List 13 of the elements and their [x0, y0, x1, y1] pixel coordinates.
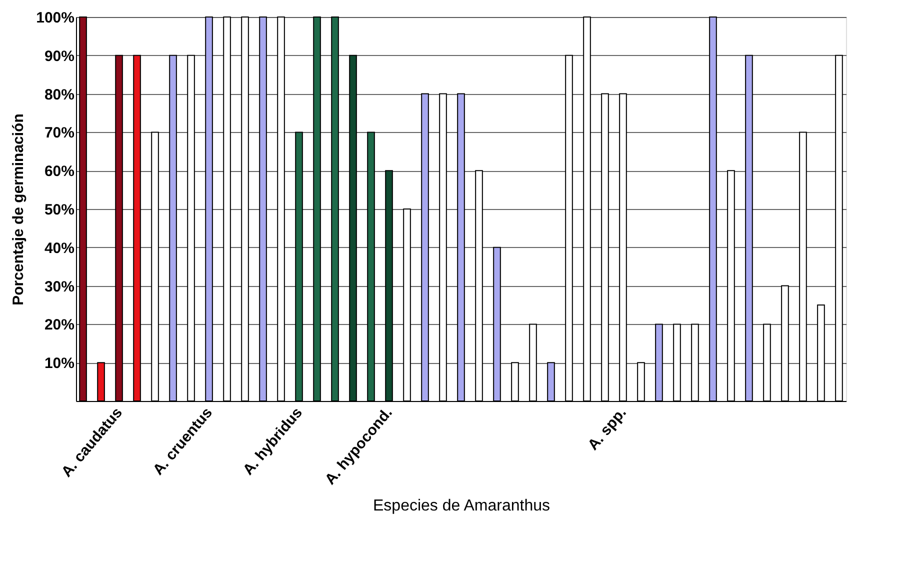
y-axis-title: Porcentaje de germinación	[10, 114, 28, 306]
x-axis-title: Especies de Amaranthus	[373, 497, 550, 514]
y-tick-label: 90%	[44, 48, 74, 65]
y-tick-label: 70%	[44, 124, 74, 142]
y-tick-label: 30%	[44, 278, 74, 296]
y-tick-label: 50%	[44, 202, 74, 218]
y-tick-label: 100%	[36, 10, 74, 26]
y-tick-label: 40%	[44, 240, 74, 257]
y-tick-label: 80%	[44, 86, 74, 104]
x-tick-label: A. spp.	[584, 404, 630, 454]
y-tick-label: 60%	[44, 163, 74, 180]
y-tick-label: 10%	[44, 355, 74, 372]
y-tick-label: 20%	[44, 316, 74, 334]
